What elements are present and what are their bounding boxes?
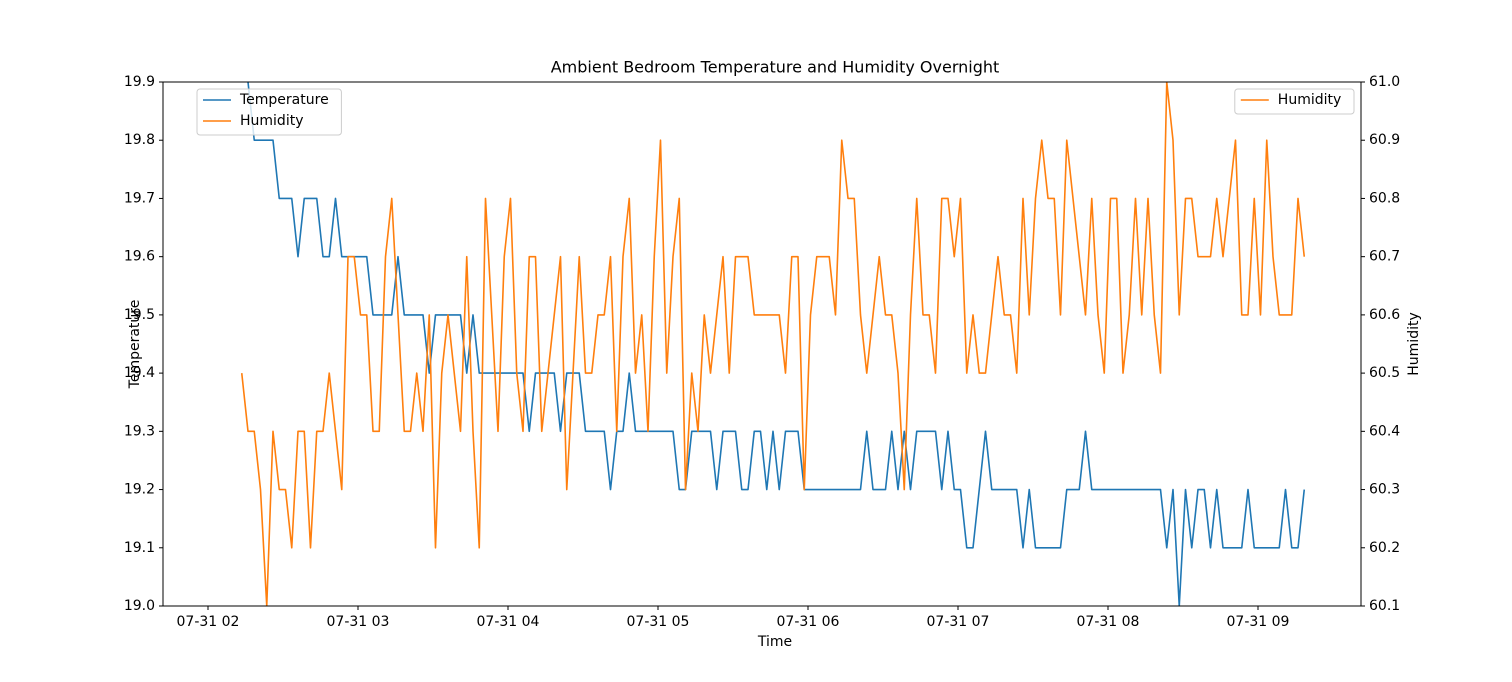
legend-box xyxy=(1234,88,1355,115)
y2-tick-label: 60.4 xyxy=(1369,423,1400,439)
y-tick-label: 19.7 xyxy=(124,190,155,206)
y-tick-label: 19.8 xyxy=(124,132,155,148)
y-tick-label: 19.1 xyxy=(124,540,155,556)
series-line xyxy=(247,82,1306,606)
x-tick-label: 07-31 02 xyxy=(177,614,240,630)
y-axis-label: Temperature xyxy=(127,300,143,390)
x-axis-label: Time xyxy=(757,634,792,650)
x-tick-label: 07-31 06 xyxy=(777,614,840,630)
y2-tick-label: 60.2 xyxy=(1369,540,1400,556)
legend-box xyxy=(196,88,342,136)
x-tick-label: 07-31 05 xyxy=(627,614,690,630)
y2-tick-label: 60.9 xyxy=(1369,132,1400,148)
chart-title: Ambient Bedroom Temperature and Humidity… xyxy=(551,58,1000,77)
y-tick-label: 19.4 xyxy=(124,365,155,381)
x-tick-label: 07-31 07 xyxy=(927,614,990,630)
x-tick-label: 07-31 08 xyxy=(1077,614,1140,630)
y2-tick-label: 60.1 xyxy=(1369,598,1400,614)
y2-tick-label: 60.3 xyxy=(1369,482,1400,498)
axes-frame xyxy=(162,81,1362,607)
y-tick-label: 19.2 xyxy=(124,482,155,498)
legend-label: Humidity xyxy=(1278,92,1341,108)
y2-tick-label: 60.5 xyxy=(1369,365,1400,381)
y-tick-label: 19.5 xyxy=(124,307,155,323)
y-tick-label: 19.6 xyxy=(124,249,155,265)
x-tick-label: 07-31 09 xyxy=(1227,614,1290,630)
y2-axis-label: Humidity xyxy=(1406,312,1422,375)
y-tick-label: 19.0 xyxy=(124,598,155,614)
y2-tick-label: 60.6 xyxy=(1369,307,1400,323)
y2-tick-label: 60.8 xyxy=(1369,190,1400,206)
y-tick-label: 19.9 xyxy=(124,74,155,90)
y2-tick-label: 60.7 xyxy=(1369,249,1400,265)
y-tick-label: 19.3 xyxy=(124,423,155,439)
y2-tick-label: 61.0 xyxy=(1369,74,1400,90)
plot-area xyxy=(240,82,1306,606)
x-tick-label: 07-31 04 xyxy=(477,614,540,630)
series-line xyxy=(240,82,1306,606)
x-tick-label: 07-31 03 xyxy=(327,614,390,630)
legend-label: Humidity xyxy=(240,113,303,129)
legend-label: Temperature xyxy=(239,92,329,108)
